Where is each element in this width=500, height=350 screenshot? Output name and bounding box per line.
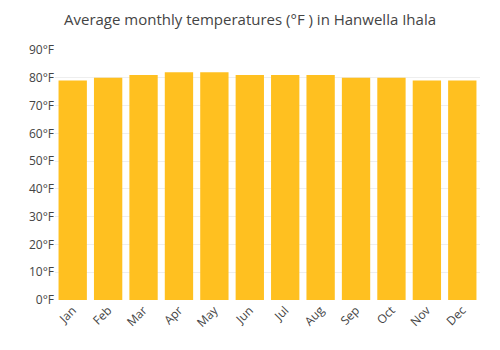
svg-text:0°F: 0°F bbox=[36, 291, 54, 308]
svg-text:Dec: Dec bbox=[442, 302, 469, 329]
svg-text:40°F: 40°F bbox=[29, 180, 54, 197]
svg-text:May: May bbox=[193, 301, 222, 330]
svg-text:20°F: 20°F bbox=[29, 236, 54, 253]
svg-text:30°F: 30°F bbox=[29, 208, 54, 225]
svg-text:Mar: Mar bbox=[123, 302, 151, 330]
svg-text:Oct: Oct bbox=[373, 302, 399, 328]
svg-text:80°F: 80°F bbox=[29, 69, 54, 86]
svg-text:Sep: Sep bbox=[336, 302, 363, 329]
svg-text:Aug: Aug bbox=[300, 302, 328, 330]
svg-text:90°F: 90°F bbox=[29, 41, 54, 58]
svg-text:60°F: 60°F bbox=[29, 125, 54, 142]
svg-text:Nov: Nov bbox=[406, 302, 434, 330]
svg-text:10°F: 10°F bbox=[29, 263, 54, 280]
svg-text:50°F: 50°F bbox=[29, 152, 54, 169]
svg-text:Average monthly temperatures (: Average monthly temperatures (°F ) in Ha… bbox=[64, 9, 436, 29]
svg-text:Apr: Apr bbox=[160, 302, 186, 328]
svg-text:70°F: 70°F bbox=[29, 97, 54, 114]
svg-text:Jun: Jun bbox=[231, 302, 256, 327]
svg-text:Jul: Jul bbox=[270, 302, 292, 324]
svg-text:Feb: Feb bbox=[89, 302, 115, 328]
svg-text:Jan: Jan bbox=[55, 302, 80, 327]
